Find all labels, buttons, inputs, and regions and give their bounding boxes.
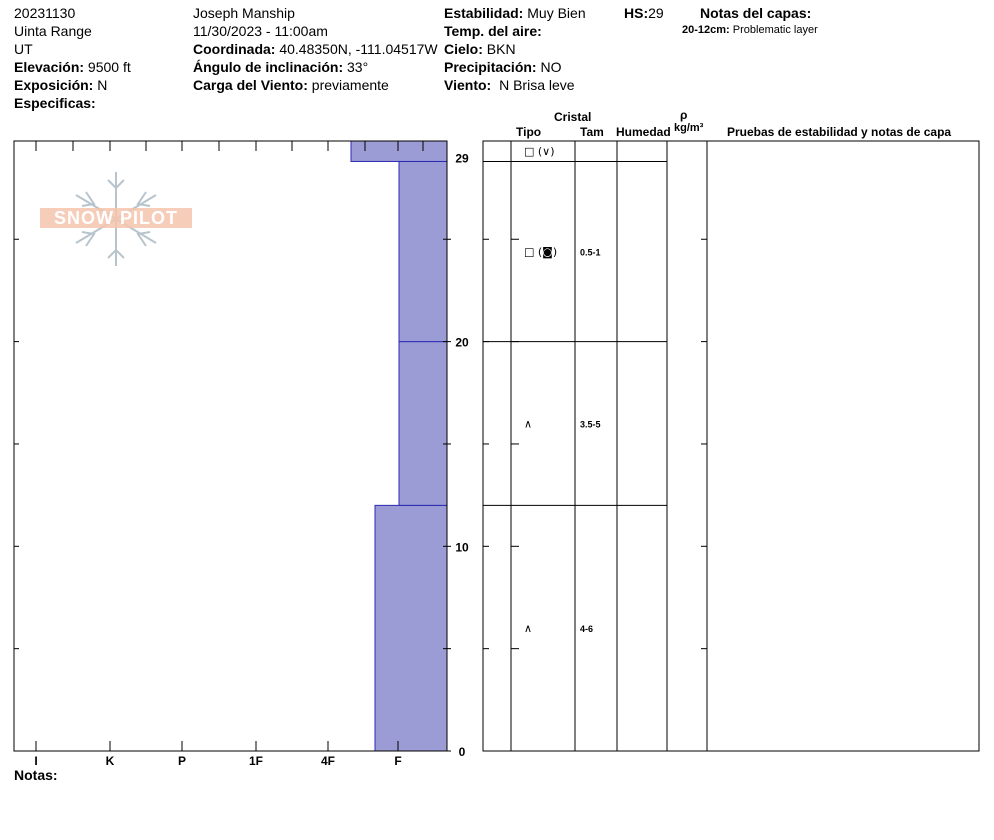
hardness-bar <box>398 160 448 343</box>
stability-row: Estabilidad: Muy Bien <box>444 4 586 22</box>
grain-size: 4-6 <box>580 624 593 634</box>
size-header: Tam <box>580 125 604 139</box>
grain-type: □ (◙) <box>524 246 557 259</box>
wind-label: Viento: <box>444 77 492 93</box>
layer-note-text: Problematic layer <box>732 24 818 36</box>
y-tick-label: 29 <box>455 151 469 165</box>
grain-size: 3.5-5 <box>580 419 601 429</box>
slope-label: Ángulo de inclinación: <box>193 59 344 75</box>
sky-row: Cielo: BKN <box>444 40 516 58</box>
observer-name: Joseph Manship <box>193 5 295 21</box>
air-temp-label: Temp. del aire: <box>444 23 542 39</box>
type-header: Tipo <box>516 125 542 139</box>
x-tick-label: I <box>34 754 37 768</box>
logo-text: SNOW PILOT <box>54 208 178 228</box>
sky-value: BKN <box>486 41 516 57</box>
notes-label: Notas: <box>14 767 58 783</box>
elevation-label: Elevación: <box>14 59 85 75</box>
state-name: UT <box>14 41 33 57</box>
specifics-label: Especificas: <box>14 95 96 111</box>
snowflake-icon <box>40 172 192 266</box>
exposure-label: Exposición: <box>14 77 94 93</box>
wind-load-value: previamente <box>311 77 389 93</box>
elevation-value: 9500 ft <box>87 59 131 75</box>
snowpilot-logo: SNOW PILOT <box>38 170 194 268</box>
coordinate-row: Coordinada: 40.48350N, -111.04517W <box>193 40 438 58</box>
precip-label: Precipitación: <box>444 59 537 75</box>
density-unit-header: kg/m³ <box>674 122 704 134</box>
y-tick-label: 10 <box>455 540 469 554</box>
x-tick-label: K <box>106 754 115 768</box>
precip-value: NO <box>540 59 562 75</box>
moisture-header: Humedad <box>616 125 671 139</box>
layer-notes-title: Notas del capas: <box>700 5 812 21</box>
wind-row: Viento: N Brisa leve <box>444 76 575 94</box>
layer-note-depth: 20-12cm: <box>682 24 730 36</box>
range-name: Uinta Range <box>14 23 92 39</box>
layer-table-frame <box>482 140 980 752</box>
grain-type: ∧ <box>524 417 532 430</box>
crystal-header: Cristal <box>554 110 592 124</box>
hs-label: HS: <box>624 5 649 21</box>
hardness-bar <box>398 341 448 506</box>
precip-row: Precipitación: NO <box>444 58 561 76</box>
rho-header: ρ <box>680 108 688 122</box>
x-tick-label: 1F <box>249 754 263 768</box>
x-tick-label: 4F <box>321 754 335 768</box>
x-tick-label: F <box>394 754 401 768</box>
plot-frame <box>13 140 448 752</box>
hs-value: 29 <box>648 5 664 21</box>
hardness-bar <box>374 504 448 752</box>
tests-header: Pruebas de estabilidad y notas de capa <box>727 125 952 139</box>
stability-label: Estabilidad: <box>444 5 524 21</box>
elevation-row: Elevación: 9500 ft <box>14 58 131 76</box>
grain-type: ∧ <box>524 622 532 635</box>
obs-date: 20231130 <box>14 5 76 21</box>
wind-value: N Brisa leve <box>499 77 575 93</box>
exposure-row: Exposición: N <box>14 76 107 94</box>
hs-row: HS:29 <box>624 4 664 22</box>
x-tick-label: P <box>178 754 186 768</box>
coordinate-label: Coordinada: <box>193 41 276 57</box>
wind-load-label: Carga del Viento: <box>193 77 308 93</box>
coordinate-value: 40.48350N, -111.04517W <box>279 41 438 57</box>
y-tick-label: 20 <box>455 336 469 350</box>
stability-value: Muy Bien <box>527 5 586 21</box>
grain-size: 0.5-1 <box>580 248 601 258</box>
y-tick-label: 0 <box>459 745 466 759</box>
sky-label: Cielo: <box>444 41 483 57</box>
slope-row: Ángulo de inclinación: 33° <box>193 58 368 76</box>
slope-value: 33° <box>347 59 369 75</box>
wind-load-row: Carga del Viento: previamente <box>193 76 389 94</box>
grain-type: □ (∨) <box>524 145 555 158</box>
layer-note: 20-12cm: Problematic layer <box>682 23 818 37</box>
obs-datetime: 11/30/2023 - 11:00am <box>193 23 328 39</box>
exposure-value: N <box>97 77 108 93</box>
